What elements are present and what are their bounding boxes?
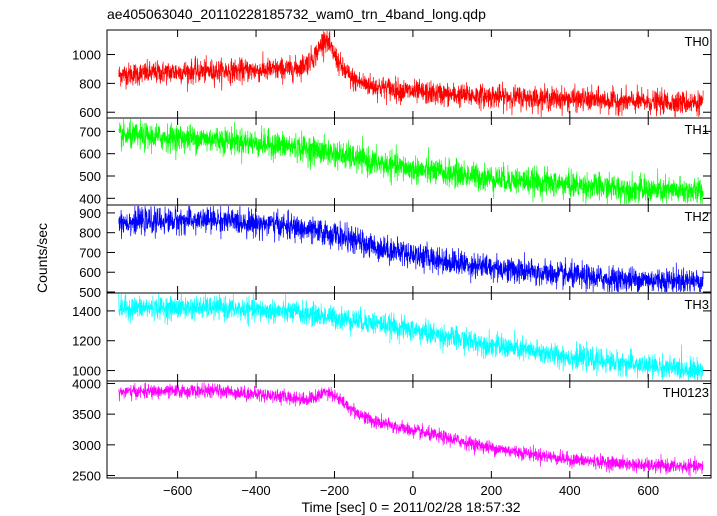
y-axis-label: Counts/sec: [34, 223, 50, 293]
series-line-th1: [118, 118, 704, 205]
y-tick-label: 600: [79, 105, 101, 120]
y-tick-label: 1000: [72, 48, 101, 63]
x-tick-label: 600: [637, 483, 659, 498]
x-axis-label: Time [sec] 0 = 2011/02/28 18:57:32: [301, 499, 520, 515]
y-tick-label: 2500: [72, 469, 101, 484]
x-tick-label: −400: [241, 483, 270, 498]
y-tick-label: 800: [79, 76, 101, 91]
x-tick-label: 0: [409, 483, 416, 498]
panel-label-th1: TH1: [684, 122, 709, 137]
y-tick-label: 400: [79, 191, 101, 206]
panel-th0123: 2500 3000 3500 4000 TH0123: [72, 376, 712, 484]
panel-label-th3: TH3: [684, 297, 709, 312]
panel-th3: 1000 1200 1400 TH3: [72, 292, 712, 382]
x-tick-label: −600: [163, 483, 192, 498]
y-tick-label: 500: [79, 169, 101, 184]
panel-th0: 600 800 1000 TH0: [72, 29, 712, 120]
x-tick-label: 400: [559, 483, 581, 498]
series-line-th0: [118, 30, 704, 118]
y-tick-label: 1400: [72, 304, 101, 319]
y-tick-label: 3500: [72, 407, 101, 422]
y-tick-label: 900: [79, 206, 101, 221]
y-tick-label: 1200: [72, 334, 101, 349]
y-tick-label: 700: [79, 124, 101, 139]
y-tick-label: 800: [79, 226, 101, 241]
panel-th1: 400 500 600 700 TH1: [79, 117, 712, 206]
y-tick-label: 1000: [72, 364, 101, 379]
panel-th2: 500 600 700 800 900 TH2: [79, 204, 712, 300]
x-tick-label: −200: [320, 483, 349, 498]
chart-title: ae405063040_20110228185732_wam0_trn_4ban…: [107, 6, 486, 22]
y-tick-label: 4000: [72, 376, 101, 391]
x-tick-label: 200: [481, 483, 503, 498]
y-tick-label: 3000: [72, 438, 101, 453]
y-tick-label: 600: [79, 147, 101, 162]
panels: 600 800 1000 TH0 400 500 600 700 TH1 500 600 700 800…: [72, 29, 712, 498]
y-tick-label: 700: [79, 245, 101, 260]
panel-label-th2: TH2: [684, 209, 709, 224]
panel-label-th0: TH0: [684, 34, 709, 49]
panel-frame: [106, 380, 712, 479]
series-line-th2: [118, 205, 704, 293]
series-line-th3: [118, 293, 704, 381]
series-line-th0123: [118, 382, 704, 477]
panel-label-th0123: TH0123: [663, 385, 709, 400]
y-tick-label: 500: [79, 285, 101, 300]
y-tick-label: 600: [79, 265, 101, 280]
